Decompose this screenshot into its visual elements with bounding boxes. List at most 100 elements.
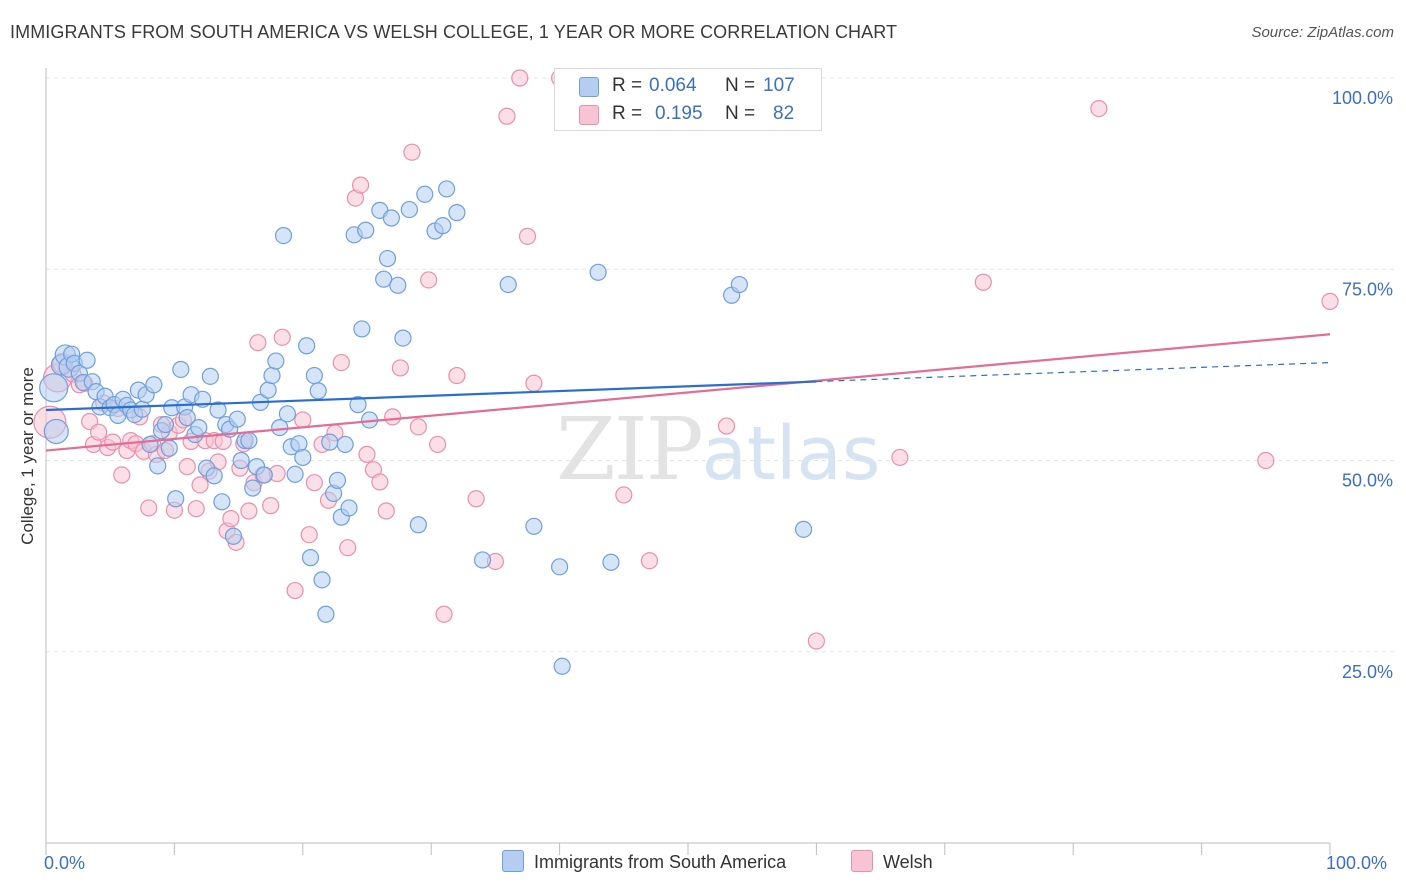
welsh-point [435,605,453,623]
welsh-point [305,474,323,492]
x-tick-label-min: 0.0% [44,853,86,873]
welsh-point [240,502,258,520]
n-value: 107 [763,75,795,96]
x-tick-label-max: 100.0% [1326,853,1388,873]
legend-item-welsh[interactable]: Welsh [851,850,933,876]
y-axis-title: College, 1 year or more [18,367,37,545]
south-america-point [553,657,571,675]
welsh-point [262,497,280,515]
axes [45,68,1331,855]
south-america-point [201,367,219,385]
welsh-point [104,433,122,451]
welsh-point [377,502,395,520]
y-tick-labels: 25.0% 50.0% 75.0% 100.0% [1332,88,1393,682]
n-label: N = [725,103,756,124]
south-america-point [328,471,347,489]
legend-swatch-pink [579,105,599,125]
welsh-point [518,227,537,245]
south-america-point [205,467,223,485]
south-america-point [794,520,813,538]
south-america-point [400,200,418,219]
south-america-point [39,373,69,403]
welsh-point [332,353,350,372]
south-america-points [39,180,813,675]
south-america-point [394,329,412,347]
welsh-point [113,466,131,484]
south-america-trend-solid [45,380,817,412]
legend-label: Immigrants from South America [534,852,787,872]
correlation-legend: R = 0.064 N = 107 R = 0.195 N = 82 [554,68,822,131]
welsh-point [1257,451,1275,470]
south-america-point [160,439,178,457]
y-tick-label-100: 100.0% [1332,88,1393,108]
welsh-point [178,458,196,476]
south-america-point [286,465,304,483]
south-america-point [267,352,285,370]
welsh-point [511,69,529,87]
welsh-point [300,526,318,544]
south-america-point [213,493,231,511]
r-label: R = [612,103,643,124]
south-america-point [301,549,320,567]
welsh-point [717,417,736,435]
south-america-point [353,320,371,338]
welsh-point [339,539,357,557]
south-america-point [224,527,243,545]
r-label: R = [612,75,643,96]
south-america-point [313,571,331,589]
south-america-point [309,382,327,400]
welsh-point [807,632,826,650]
south-america-point [278,405,296,423]
south-america-point [244,479,262,497]
south-america-point [178,409,196,427]
welsh-point [403,143,421,161]
welsh-point [286,581,304,600]
south-america-point [263,366,281,385]
south-america-point [499,275,517,294]
welsh-point [429,435,447,454]
south-america-point [448,204,466,222]
welsh-point [467,490,485,508]
welsh-point [891,448,909,467]
legend-item-south-america[interactable]: Immigrants from South America [502,850,787,876]
south-america-point [602,553,620,571]
welsh-trend-solid [45,333,1331,452]
chart-title: IMMIGRANTS FROM SOUTH AMERICA VS WELSH C… [10,22,898,42]
welsh-point [358,445,376,463]
south-america-point [525,517,543,535]
r-value: 0.064 [649,75,697,96]
welsh-point [498,107,516,125]
south-america-point [389,276,407,294]
welsh-point [294,411,312,429]
south-america-point [259,381,277,399]
welsh-point [409,418,427,436]
welsh-point [974,273,992,291]
south-america-point [228,410,246,428]
welsh-point [273,328,291,346]
welsh-point [384,408,402,426]
south-america-point [321,433,339,451]
south-america-point [172,360,190,379]
welsh-point [448,366,466,385]
south-america-point [550,558,569,576]
south-america-point [317,605,335,623]
south-america-point [209,401,227,419]
south-america-point [240,432,258,450]
legend-row-welsh: R = 0.195 N = 82 [555,100,821,128]
south-america-point [133,400,151,418]
legend-swatch-pink [851,850,873,873]
south-america-point [336,435,354,454]
welsh-point [1321,292,1339,310]
south-america-point [294,448,312,467]
n-value: 82 [773,103,795,124]
south-america-point [473,551,492,569]
south-america-point [378,249,397,268]
south-america-point [375,270,393,288]
source-label: Source: ZipAtlas.com [1251,24,1394,41]
welsh-point [420,271,438,289]
welsh-point [222,510,240,528]
south-america-point [167,490,185,508]
welsh-point [90,423,108,441]
y-tick-label-25: 25.0% [1342,662,1393,682]
